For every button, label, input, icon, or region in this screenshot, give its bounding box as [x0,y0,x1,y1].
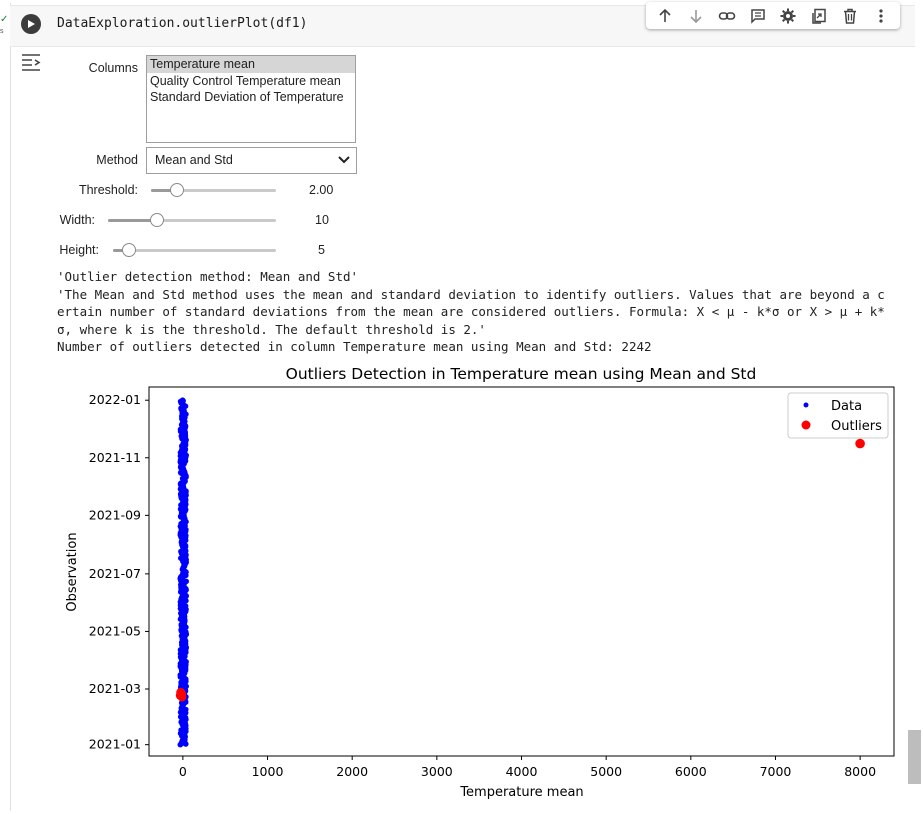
code-text[interactable]: DataExploration.outlierPlot(df1) [57,16,308,31]
width-readout: 10 [315,213,329,227]
more-vert-icon[interactable] [871,6,891,26]
link-icon[interactable] [717,6,737,26]
output-line: Number of outliers detected in column Te… [57,339,652,354]
gear-icon[interactable] [778,6,798,26]
trash-icon[interactable] [840,6,860,26]
output-line: 'Outlier detection method: Mean and Std' [57,269,359,284]
threshold-label: Threshold: [78,183,138,197]
method-value: Mean and Std [155,153,233,167]
threshold-slider-fill [151,189,177,192]
output-actions-icon[interactable] [20,52,42,77]
columns-option[interactable]: Quality Control Temperature mean [150,73,341,88]
columns-listbox[interactable]: Temperature mean Quality Control Tempera… [146,55,356,143]
play-icon [28,20,35,28]
cell-container [10,3,916,811]
height-slider-handle[interactable] [122,243,136,257]
arrow-down-icon[interactable] [686,6,706,26]
height-slider-fill [113,249,129,252]
arrow-up-icon[interactable] [655,6,675,26]
method-label: Method [96,153,138,167]
height-readout: 5 [318,243,325,257]
mirror-cell-icon[interactable] [809,6,829,26]
columns-label: Columns [88,61,138,75]
output-line: ertain number of standard deviations fro… [57,304,885,319]
left-gutter [0,0,10,814]
threshold-slider-handle[interactable] [170,183,184,197]
width-slider-track[interactable] [108,219,276,222]
chevron-down-icon [338,156,350,164]
comment-icon[interactable] [748,6,768,26]
height-label: Height: [59,243,99,257]
method-select[interactable]: Mean and Std [146,147,357,174]
status-check-icon: ✓ [0,14,9,25]
scrollbar-thumb[interactable] [908,730,921,784]
cell-toolbar [646,2,900,29]
width-slider-fill [108,219,157,222]
height-slider-track[interactable] [113,249,276,252]
output-line: 'The Mean and Std method uses the mean a… [57,286,885,302]
run-cell-button[interactable] [21,14,41,34]
width-label: Width: [59,213,95,227]
threshold-slider-track[interactable] [151,189,276,192]
output-text: 'Outlier detection method: Mean and Std'… [57,268,885,356]
exec-time-label: s [0,28,4,35]
columns-option[interactable]: Temperature mean [147,56,355,73]
columns-option[interactable]: Standard Deviation of Temperature [150,90,344,104]
width-slider-handle[interactable] [150,213,164,227]
threshold-readout: 2.00 [309,183,334,197]
output-line: σ, where k is the threshold. The default… [57,321,486,337]
